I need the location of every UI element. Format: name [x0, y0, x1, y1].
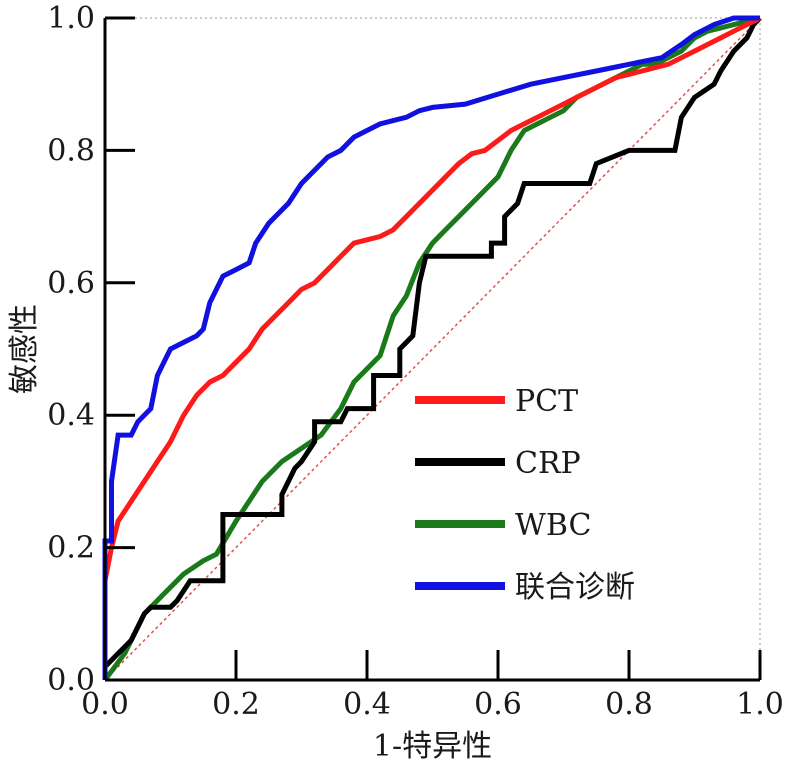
reference-line-layer	[104, 17, 761, 681]
series-line-1	[102, 16, 762, 680]
x-tick-label-0: 0.0	[81, 687, 129, 722]
y-tick-label-3: 0.6	[47, 266, 95, 301]
x-axis-title: 1-特异性	[373, 729, 492, 764]
legend: PCT CRP WBC 联合诊断	[415, 384, 635, 605]
diagonal-reference-line	[104, 17, 761, 681]
y-tick-label-4: 0.8	[47, 133, 95, 168]
y-tick-label-1: 0.2	[47, 531, 95, 566]
x-tick-label-4: 0.8	[605, 687, 653, 722]
series-layer	[102, 15, 762, 682]
series-line-2	[102, 15, 761, 682]
y-axis-title: 敏感性	[7, 304, 42, 394]
x-tick-label-5: 1.0	[736, 687, 784, 722]
legend-label-0: PCT	[515, 384, 578, 419]
legend-label-3: 联合诊断	[515, 570, 635, 605]
x-tick-label-3: 0.6	[474, 687, 522, 722]
legend-label-1: CRP	[515, 446, 581, 481]
series-line-0	[102, 15, 762, 680]
axes: 0.0 0.2 0.4 0.6 0.8 1.0 0.0 0.2 0.4 0.6 0.8 1.0	[47, 1, 784, 722]
y-tick-label-2: 0.4	[47, 398, 95, 433]
x-tick-label-2: 0.4	[343, 687, 391, 722]
y-tick-label-5: 1.0	[47, 1, 95, 36]
x-tick-label-1: 0.2	[212, 687, 260, 722]
y-tick-label-0: 0.0	[47, 663, 95, 698]
legend-label-2: WBC	[515, 508, 591, 543]
plot-frame	[105, 17, 761, 680]
series-line-3	[102, 15, 760, 680]
